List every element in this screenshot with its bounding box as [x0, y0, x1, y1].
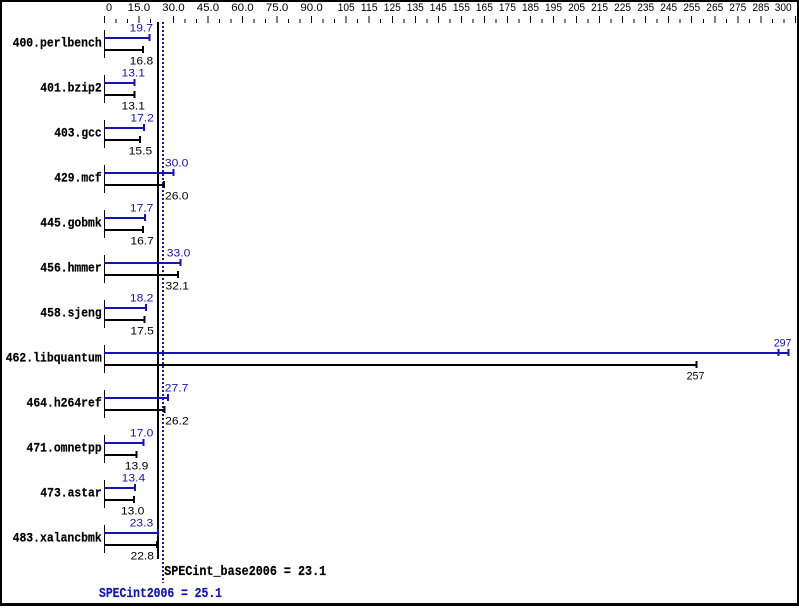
svg-text:429.mcf: 429.mcf: [54, 171, 102, 186]
svg-text:13.0: 13.0: [121, 506, 145, 518]
svg-text:30.0: 30.0: [162, 2, 185, 14]
svg-text:16.8: 16.8: [130, 56, 154, 68]
svg-text:297: 297: [774, 338, 792, 350]
svg-text:265: 265: [706, 2, 723, 14]
svg-text:483.xalancbmk: 483.xalancbmk: [13, 531, 102, 546]
svg-text:23.3: 23.3: [130, 518, 154, 530]
svg-text:15.0: 15.0: [128, 2, 151, 14]
svg-text:155: 155: [453, 2, 470, 14]
svg-text:215: 215: [591, 2, 608, 14]
svg-text:257: 257: [687, 371, 705, 383]
svg-text:145: 145: [430, 2, 447, 14]
svg-text:400.perlbench: 400.perlbench: [13, 36, 102, 51]
svg-text:26.0: 26.0: [165, 191, 189, 203]
svg-text:403.gcc: 403.gcc: [54, 126, 102, 141]
svg-text:15.5: 15.5: [129, 146, 153, 158]
svg-text:255: 255: [683, 2, 700, 14]
svg-text:45.0: 45.0: [197, 2, 220, 14]
svg-text:175: 175: [499, 2, 516, 14]
svg-text:235: 235: [637, 2, 654, 14]
svg-text:401.bzip2: 401.bzip2: [40, 81, 102, 96]
svg-text:300: 300: [775, 2, 792, 14]
svg-text:456.hmmer: 456.hmmer: [40, 261, 101, 276]
svg-text:185: 185: [522, 2, 539, 14]
svg-text:75.0: 75.0: [266, 2, 289, 14]
svg-text:19.7: 19.7: [130, 23, 154, 35]
svg-text:473.astar: 473.astar: [40, 486, 101, 501]
svg-text:26.2: 26.2: [165, 416, 189, 428]
svg-text:105: 105: [338, 2, 355, 14]
svg-text:445.gobmk: 445.gobmk: [40, 216, 102, 231]
svg-text:471.omnetpp: 471.omnetpp: [27, 441, 102, 456]
svg-text:27.7: 27.7: [165, 383, 189, 395]
svg-text:205: 205: [568, 2, 585, 14]
svg-text:17.0: 17.0: [130, 428, 154, 440]
svg-text:458.sjeng: 458.sjeng: [40, 306, 102, 321]
svg-text:32.1: 32.1: [166, 281, 190, 293]
svg-text:22.8: 22.8: [131, 551, 155, 563]
svg-text:13.1: 13.1: [122, 101, 146, 113]
svg-text:17.5: 17.5: [130, 326, 154, 338]
svg-text:195: 195: [545, 2, 562, 14]
svg-text:464.h264ref: 464.h264ref: [27, 396, 102, 411]
svg-text:0: 0: [106, 2, 112, 14]
svg-text:30.0: 30.0: [165, 158, 189, 170]
svg-text:SPECint_base2006 = 23.1: SPECint_base2006 = 23.1: [164, 565, 326, 580]
svg-text:285: 285: [752, 2, 769, 14]
svg-text:13.1: 13.1: [122, 68, 146, 80]
svg-text:13.9: 13.9: [125, 461, 149, 473]
svg-text:33.0: 33.0: [167, 248, 191, 260]
svg-text:275: 275: [729, 2, 746, 14]
svg-text:13.4: 13.4: [122, 473, 146, 485]
svg-text:225: 225: [614, 2, 631, 14]
svg-text:462.libquantum: 462.libquantum: [6, 351, 102, 366]
svg-text:135: 135: [407, 2, 424, 14]
svg-text:17.2: 17.2: [130, 113, 154, 125]
svg-text:17.7: 17.7: [130, 203, 154, 215]
svg-text:60.0: 60.0: [231, 2, 254, 14]
svg-text:165: 165: [476, 2, 493, 14]
svg-text:115: 115: [361, 2, 378, 14]
svg-text:125: 125: [384, 2, 401, 14]
svg-text:16.7: 16.7: [130, 236, 154, 248]
svg-text:SPECint2006 = 25.1: SPECint2006 = 25.1: [99, 587, 222, 602]
svg-text:90.0: 90.0: [300, 2, 323, 14]
svg-text:245: 245: [660, 2, 677, 14]
svg-text:18.2: 18.2: [130, 293, 154, 305]
